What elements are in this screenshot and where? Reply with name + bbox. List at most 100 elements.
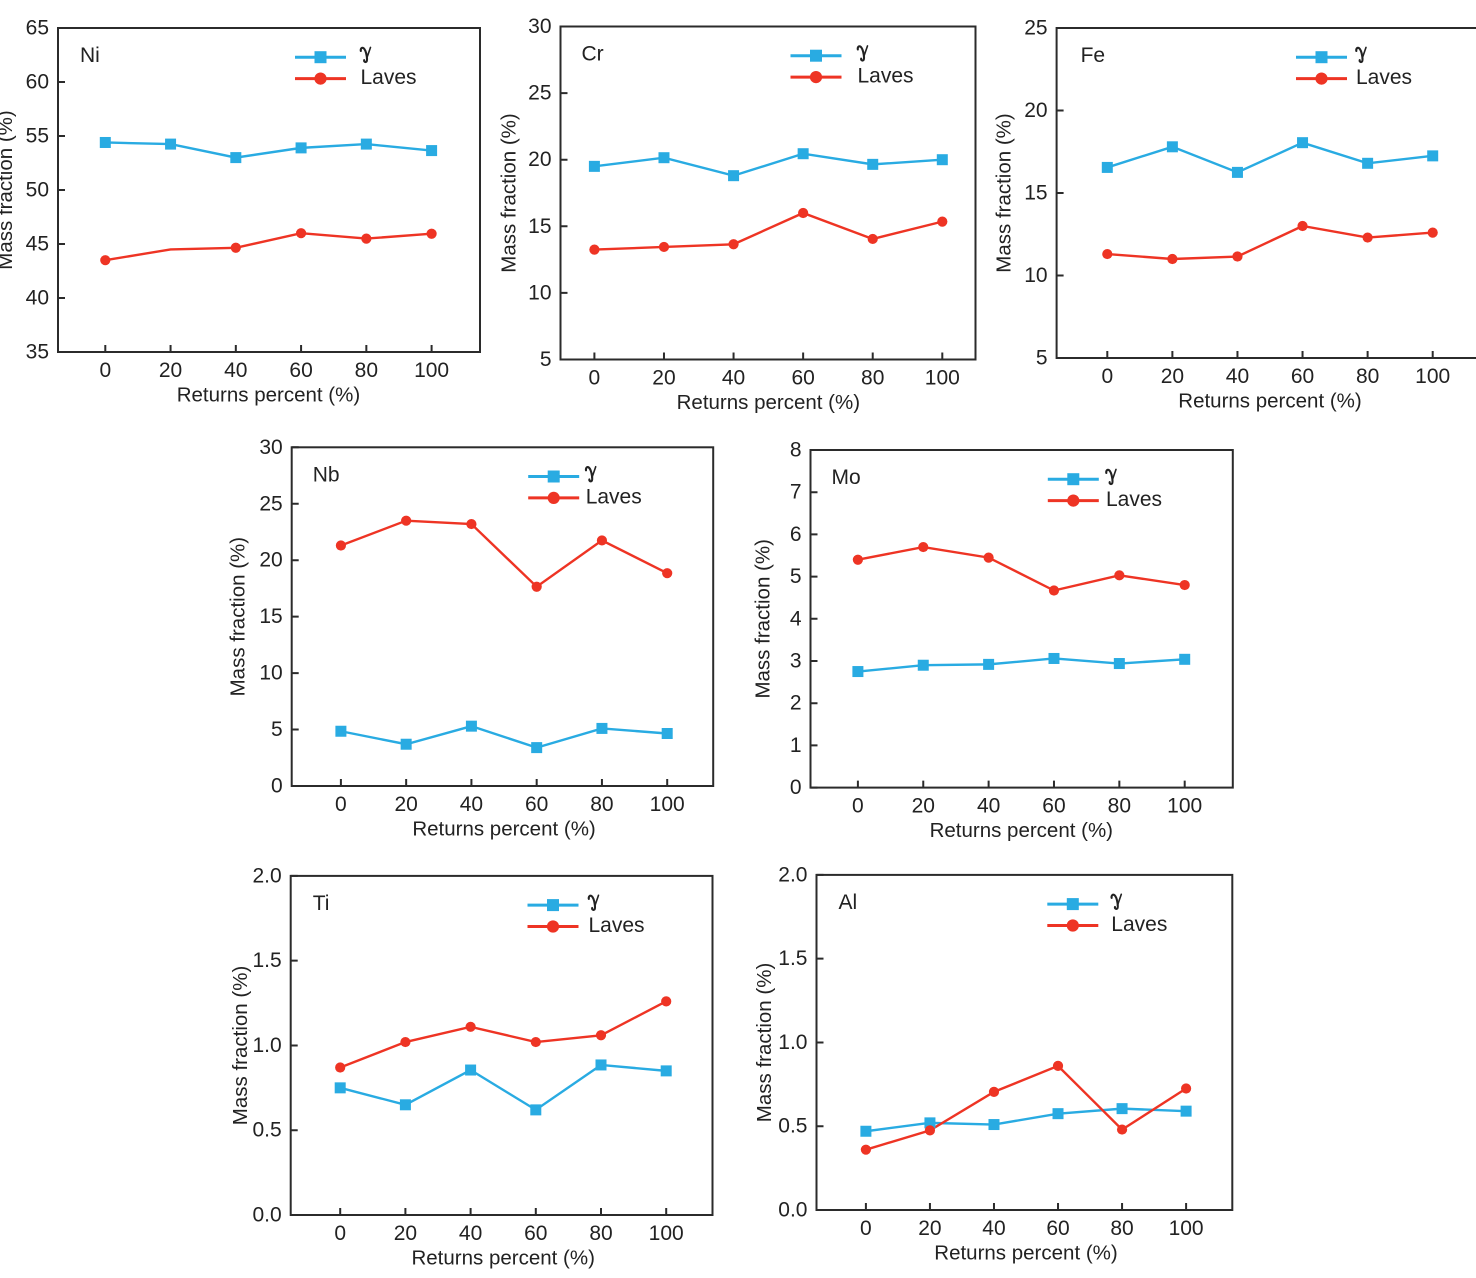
svg-text:60: 60 bbox=[1046, 1217, 1069, 1240]
svg-text:100: 100 bbox=[650, 793, 685, 816]
svg-text:100: 100 bbox=[414, 359, 449, 382]
svg-text:0: 0 bbox=[589, 367, 601, 390]
svg-text:Mo: Mo bbox=[832, 466, 861, 489]
svg-text:80: 80 bbox=[1356, 365, 1379, 388]
svg-text:60: 60 bbox=[1042, 795, 1065, 818]
svg-text:20: 20 bbox=[394, 793, 417, 816]
svg-text:Mass fraction (%): Mass fraction (%) bbox=[752, 539, 775, 698]
svg-text:10: 10 bbox=[1024, 264, 1047, 287]
svg-text:20: 20 bbox=[259, 549, 282, 572]
svg-text:60: 60 bbox=[525, 793, 548, 816]
svg-text:2.0: 2.0 bbox=[778, 863, 807, 886]
svg-text:20: 20 bbox=[1161, 365, 1184, 388]
svg-text:80: 80 bbox=[861, 367, 884, 390]
svg-text:4: 4 bbox=[790, 607, 802, 630]
svg-text:50: 50 bbox=[26, 179, 49, 202]
svg-text:5: 5 bbox=[540, 348, 552, 371]
svg-text:20: 20 bbox=[159, 359, 182, 382]
svg-text:30: 30 bbox=[528, 15, 551, 38]
svg-text:60: 60 bbox=[289, 359, 312, 382]
svg-text:100: 100 bbox=[1167, 795, 1202, 818]
svg-text:Laves: Laves bbox=[858, 65, 914, 88]
svg-text:0: 0 bbox=[852, 795, 864, 818]
svg-text:Mass fraction (%): Mass fraction (%) bbox=[498, 113, 521, 272]
svg-text:5: 5 bbox=[790, 565, 802, 588]
svg-text:80: 80 bbox=[355, 359, 378, 382]
svg-text:100: 100 bbox=[649, 1222, 684, 1245]
svg-text:15: 15 bbox=[528, 215, 551, 238]
svg-text:35: 35 bbox=[26, 341, 49, 364]
svg-text:Laves: Laves bbox=[586, 485, 642, 508]
svg-text:8: 8 bbox=[790, 439, 802, 462]
svg-text:25: 25 bbox=[528, 82, 551, 105]
svg-text:0: 0 bbox=[790, 776, 802, 799]
svg-text:40: 40 bbox=[460, 793, 483, 816]
svg-text:5: 5 bbox=[1036, 347, 1048, 370]
svg-text:0: 0 bbox=[334, 1222, 346, 1245]
svg-text:Returns percent (%): Returns percent (%) bbox=[177, 384, 360, 407]
svg-text:Laves: Laves bbox=[1111, 913, 1167, 936]
svg-text:40: 40 bbox=[459, 1222, 482, 1245]
svg-text:1: 1 bbox=[790, 734, 802, 757]
svg-text:Laves: Laves bbox=[361, 66, 417, 89]
svg-text:20: 20 bbox=[394, 1222, 417, 1245]
svg-text:80: 80 bbox=[1110, 1217, 1133, 1240]
svg-text:Returns percent (%): Returns percent (%) bbox=[934, 1242, 1117, 1265]
svg-text:1.5: 1.5 bbox=[252, 949, 281, 972]
svg-text:0.0: 0.0 bbox=[252, 1204, 281, 1227]
svg-text:15: 15 bbox=[259, 605, 282, 628]
svg-text:1.0: 1.0 bbox=[778, 1031, 807, 1054]
svg-text:Mass fraction (%): Mass fraction (%) bbox=[993, 113, 1016, 272]
svg-text:60: 60 bbox=[791, 367, 814, 390]
svg-text:2.0: 2.0 bbox=[252, 864, 281, 887]
svg-text:2: 2 bbox=[790, 692, 802, 715]
svg-text:7: 7 bbox=[790, 481, 802, 504]
svg-text:20: 20 bbox=[652, 367, 675, 390]
svg-text:20: 20 bbox=[1024, 99, 1047, 122]
svg-text:Mass fraction (%): Mass fraction (%) bbox=[753, 963, 776, 1122]
svg-text:Returns percent (%): Returns percent (%) bbox=[412, 818, 595, 841]
svg-text:55: 55 bbox=[26, 125, 49, 148]
svg-text:Ni: Ni bbox=[80, 44, 100, 67]
svg-text:20: 20 bbox=[918, 1217, 941, 1240]
svg-text:Mass fraction (%): Mass fraction (%) bbox=[0, 110, 17, 269]
svg-text:40: 40 bbox=[722, 367, 745, 390]
svg-text:65: 65 bbox=[26, 17, 49, 40]
svg-text:15: 15 bbox=[1024, 182, 1047, 205]
svg-text:Laves: Laves bbox=[1106, 488, 1162, 511]
svg-text:Mass fraction (%): Mass fraction (%) bbox=[227, 537, 250, 696]
svg-text:Mass fraction (%): Mass fraction (%) bbox=[229, 966, 252, 1125]
svg-text:Cr: Cr bbox=[582, 43, 604, 66]
svg-text:0: 0 bbox=[335, 793, 347, 816]
svg-text:100: 100 bbox=[1415, 365, 1450, 388]
svg-text:1.0: 1.0 bbox=[252, 1034, 281, 1057]
svg-text:40: 40 bbox=[977, 795, 1000, 818]
svg-text:60: 60 bbox=[524, 1222, 547, 1245]
svg-text:Returns percent (%): Returns percent (%) bbox=[411, 1247, 594, 1270]
svg-text:Nb: Nb bbox=[313, 463, 340, 486]
svg-text:40: 40 bbox=[224, 359, 247, 382]
svg-text:0.5: 0.5 bbox=[252, 1119, 281, 1142]
svg-text:Returns percent (%): Returns percent (%) bbox=[1178, 390, 1361, 413]
svg-text:60: 60 bbox=[1291, 365, 1314, 388]
svg-text:10: 10 bbox=[528, 281, 551, 304]
svg-text:10: 10 bbox=[259, 662, 282, 685]
svg-text:Ti: Ti bbox=[313, 892, 330, 915]
svg-text:Returns percent (%): Returns percent (%) bbox=[677, 391, 860, 414]
svg-text:60: 60 bbox=[26, 71, 49, 94]
svg-text:40: 40 bbox=[982, 1217, 1005, 1240]
svg-text:0.5: 0.5 bbox=[778, 1115, 807, 1138]
svg-text:45: 45 bbox=[26, 233, 49, 256]
svg-text:80: 80 bbox=[590, 793, 613, 816]
svg-text:0: 0 bbox=[860, 1217, 872, 1240]
svg-text:0: 0 bbox=[271, 775, 283, 798]
svg-text:Laves: Laves bbox=[589, 914, 645, 937]
svg-text:6: 6 bbox=[790, 523, 802, 546]
svg-text:100: 100 bbox=[1169, 1217, 1204, 1240]
svg-text:40: 40 bbox=[1226, 365, 1249, 388]
svg-text:Al: Al bbox=[839, 891, 858, 914]
svg-text:Returns percent (%): Returns percent (%) bbox=[930, 819, 1113, 842]
svg-text:30: 30 bbox=[259, 436, 282, 459]
svg-text:0: 0 bbox=[1101, 365, 1113, 388]
svg-text:25: 25 bbox=[259, 492, 282, 515]
